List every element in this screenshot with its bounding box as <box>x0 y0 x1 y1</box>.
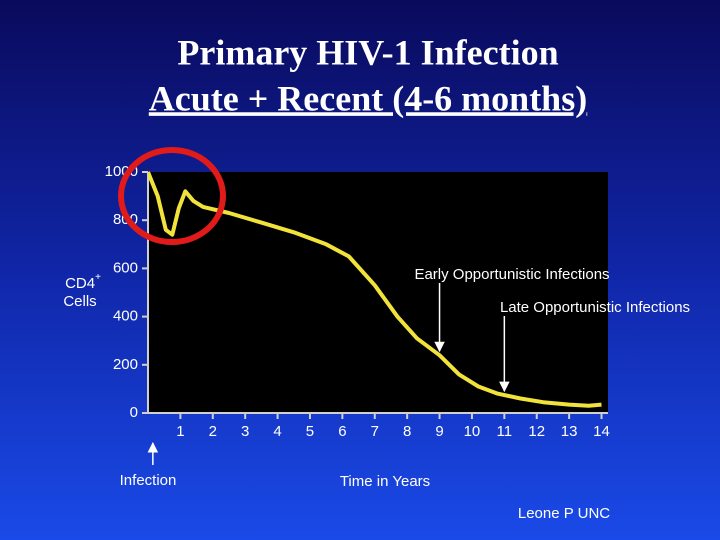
x-tick-label: 13 <box>561 423 578 440</box>
title: Primary HIV-1 Infection <box>177 32 558 72</box>
y-tick-label: 200 <box>113 356 138 373</box>
x-tick-label: 11 <box>497 423 513 440</box>
x-tick-label: 6 <box>338 423 346 440</box>
x-tick-label: 5 <box>306 423 314 440</box>
highlight-circle <box>118 147 226 245</box>
x-label: Time in Years <box>340 473 430 490</box>
y-tick-label: 400 <box>113 308 138 325</box>
x-tick-label: 8 <box>403 423 411 440</box>
x-tick-label: 14 <box>593 423 610 440</box>
x-tick-label: 9 <box>435 423 443 440</box>
data-line <box>148 171 602 408</box>
annotation: Infection <box>120 472 177 489</box>
x-tick-label: 7 <box>371 423 379 440</box>
annotation: Early Opportunistic Infections <box>414 266 609 283</box>
annotation: Late Opportunistic Infections <box>500 299 690 316</box>
y-label-main: CD4 <box>65 275 95 292</box>
subtitle: Acute + Recent (4-6 months) <box>149 78 587 118</box>
x-tick-label: 12 <box>528 423 545 440</box>
x-tick-label: 2 <box>209 423 217 440</box>
y-tick-label: 0 <box>130 404 138 421</box>
y-label-line2: Cells <box>63 293 96 310</box>
x-tick-label: 4 <box>273 423 281 440</box>
y-tick-label: 600 <box>113 259 138 276</box>
x-tick-label: 1 <box>176 423 184 440</box>
y-label: CD4+ <box>65 272 101 292</box>
y-label-sup: + <box>95 272 101 283</box>
x-tick-label: 10 <box>464 423 481 440</box>
source: Leone P UNC <box>518 505 610 522</box>
x-tick-label: 3 <box>241 423 249 440</box>
